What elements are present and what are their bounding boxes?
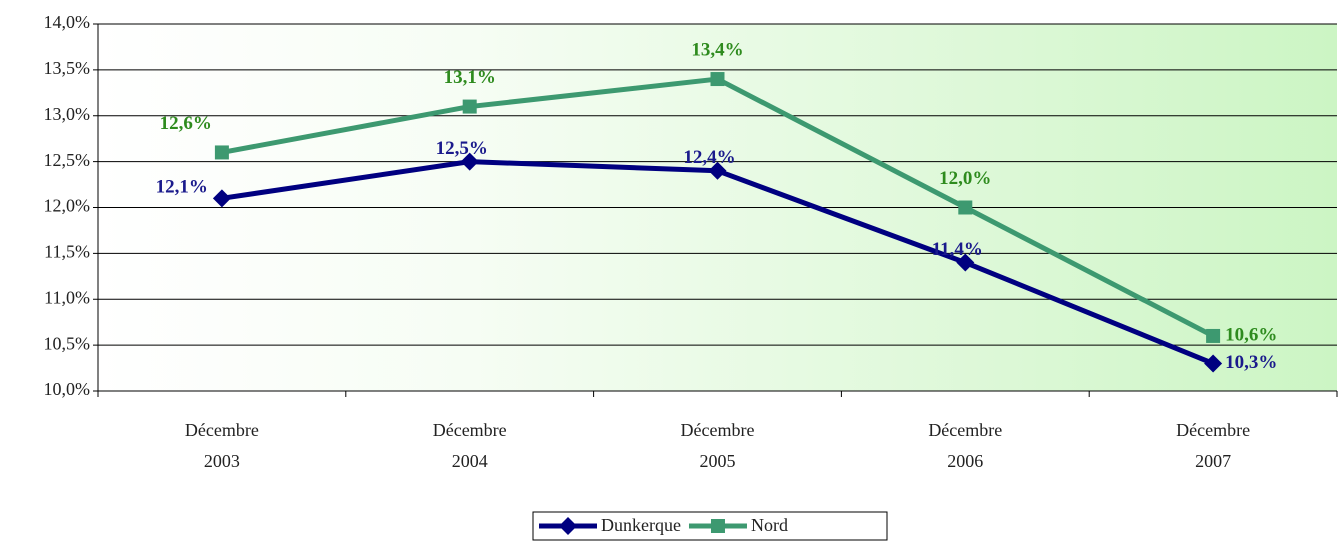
y-tick-label: 12,5% [44,150,91,170]
x-tick-label: Décembre 2007 [1176,420,1250,471]
data-label: 13,1% [444,67,496,88]
data-label: 13,4% [691,39,743,60]
data-label: 12,5% [436,138,488,159]
data-label: 12,4% [683,147,735,168]
marker [214,145,229,160]
legend-label: Dunkerque [601,515,681,535]
y-tick-label: 11,0% [44,287,90,307]
marker [462,99,477,114]
data-label: 10,6% [1225,324,1277,345]
marker [559,517,577,535]
data-label: 11,4% [932,239,983,260]
marker [710,519,725,533]
x-tick-label-line: Décembre [1176,420,1250,440]
x-tick-label-line: 2006 [947,451,983,471]
marker [956,253,975,272]
x-tick-label-line: 2007 [1195,451,1231,471]
y-tick-label: 13,0% [44,104,91,124]
data-label: 10,3% [1225,352,1277,373]
y-tick-label: 10,0% [44,379,91,399]
x-tick-label-line: 2005 [700,451,736,471]
marker [958,200,973,215]
x-tick-label: Décembre 2003 [185,420,259,471]
x-tick-label: Décembre 2006 [928,420,1002,471]
x-tick-label: Décembre 2004 [433,420,507,471]
marker [708,161,727,180]
data-label: 12,1% [156,177,208,198]
y-tick-label: 14,0% [44,12,91,32]
marker [710,72,725,87]
x-tick-label: Décembre 2005 [681,420,755,471]
y-tick-label: 10,5% [44,333,91,353]
x-tick-label-line: 2004 [452,451,488,471]
data-label: 12,0% [939,168,991,189]
data-label: 12,6% [160,113,212,134]
marker [1204,354,1223,373]
y-tick-label: 13,5% [44,58,91,78]
marker [460,152,479,171]
y-tick-label: 11,5% [44,242,90,262]
marker [212,189,231,208]
x-tick-label-line: Décembre [928,420,1002,440]
x-tick-label-line: Décembre [681,420,755,440]
x-tick-label-line: Décembre [433,420,507,440]
x-tick-label-line: Décembre [185,420,259,440]
x-tick-label-line: 2003 [204,451,240,471]
y-tick-label: 12,0% [44,196,91,216]
marker [1206,328,1221,343]
legend-label: Nord [751,515,788,535]
